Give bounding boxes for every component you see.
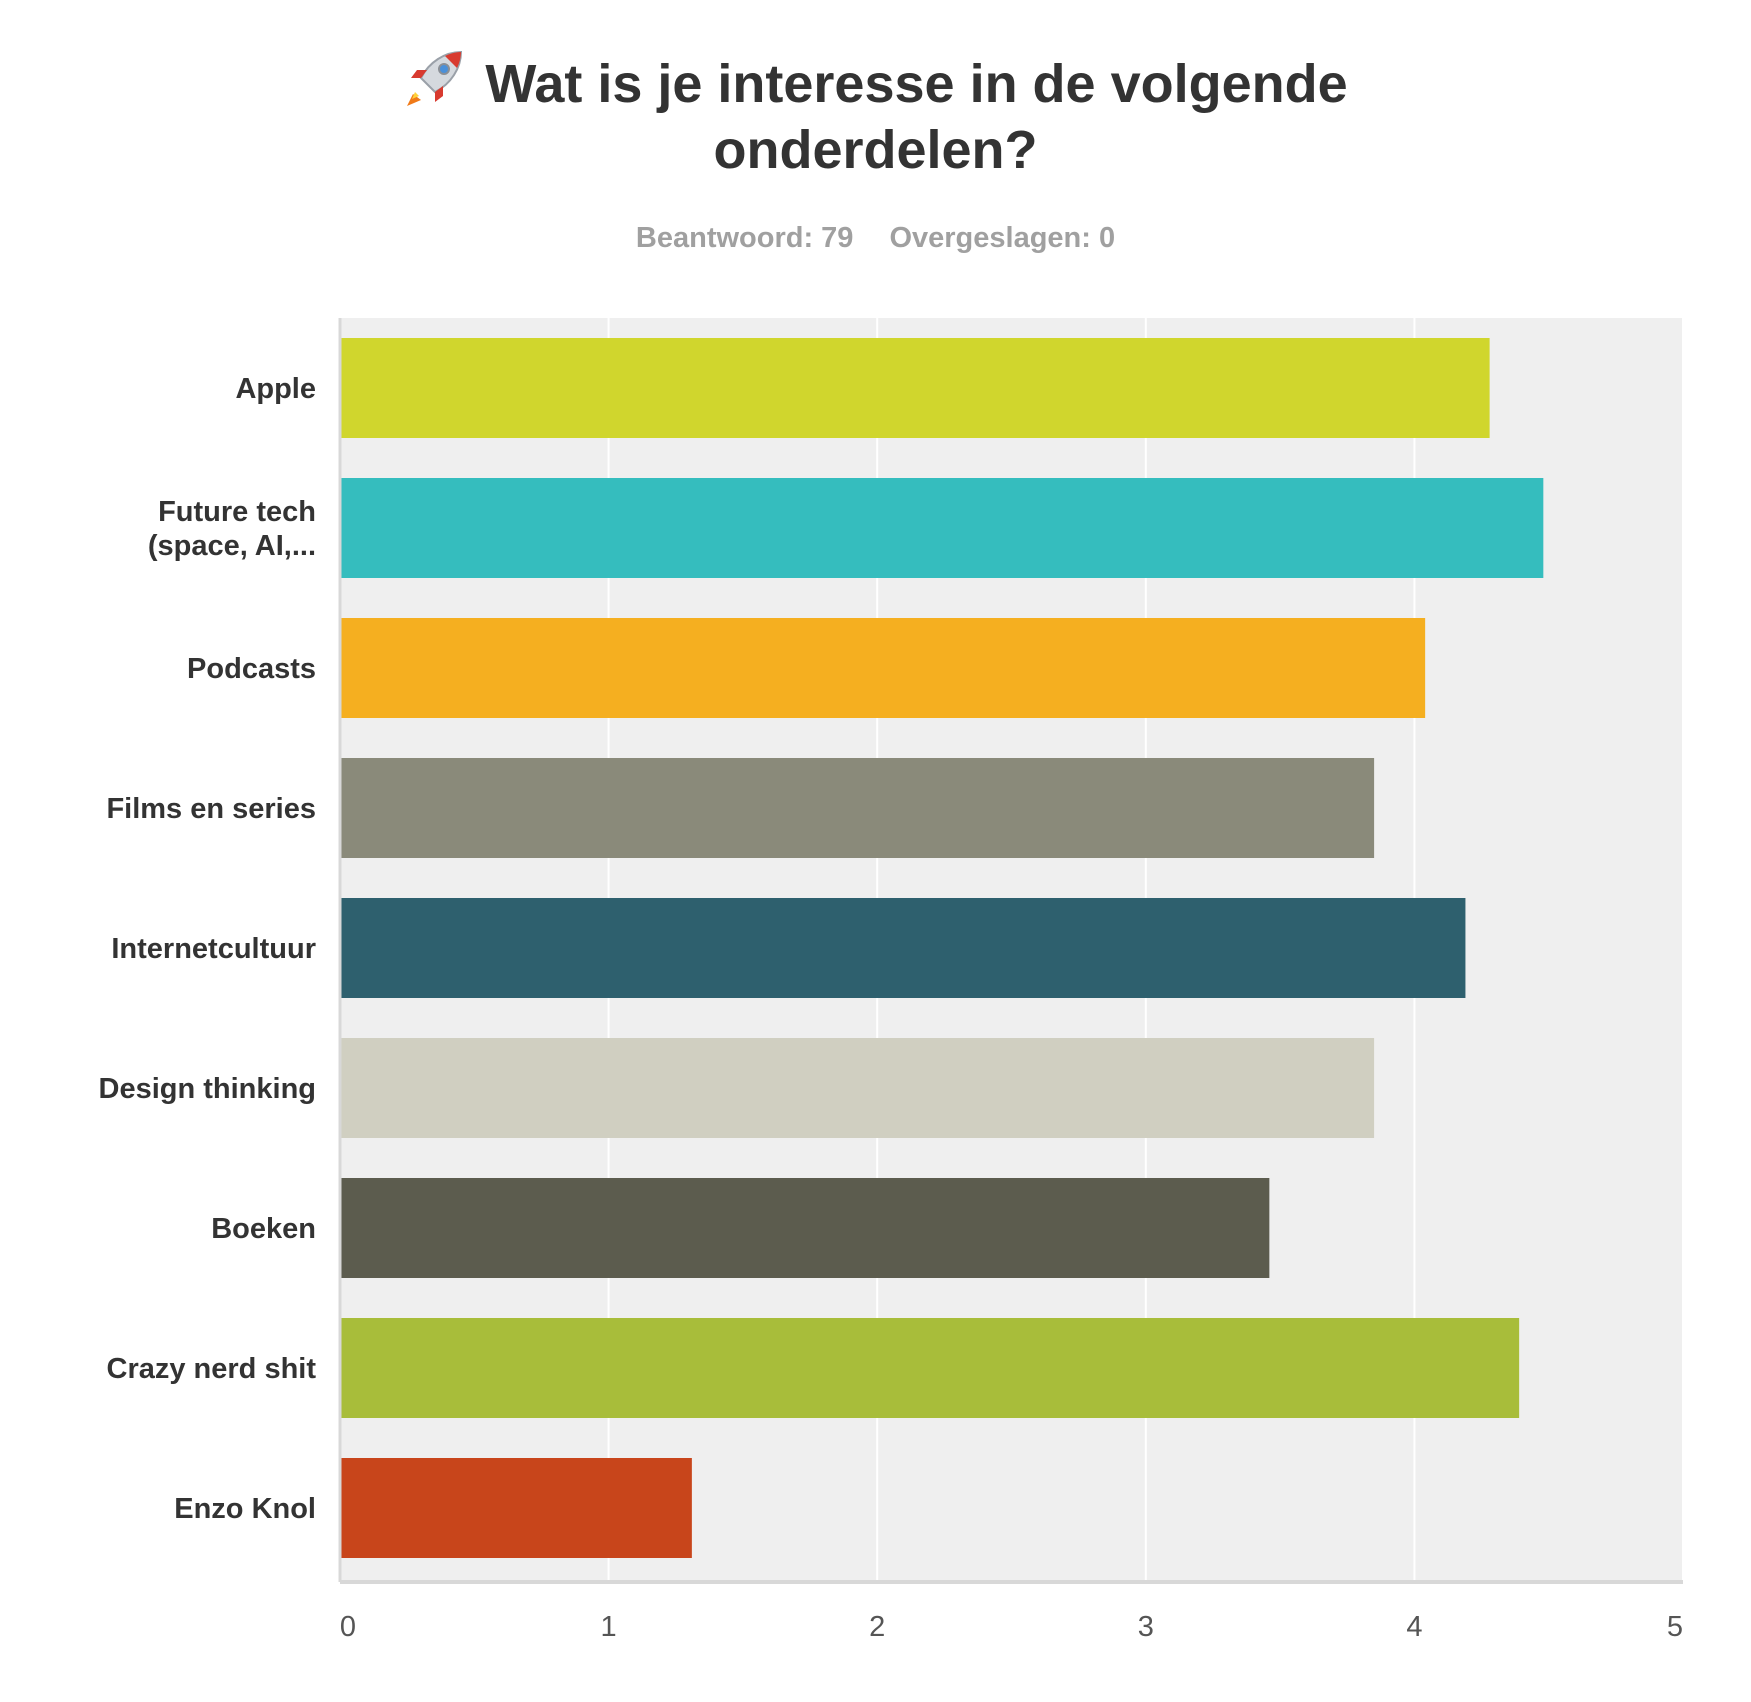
bar-4 [340, 898, 1466, 998]
x-tick-label: 2 [869, 1611, 885, 1643]
category-label: Boeken [211, 1213, 316, 1245]
category-label: Design thinking [99, 1073, 317, 1105]
answered-count: Beantwoord: 79 [635, 222, 854, 254]
x-tick-label: 4 [1406, 1611, 1422, 1643]
bar-7 [340, 1318, 1520, 1418]
response-summary: Beantwoord: 79 Overgeslagen: 0 [0, 222, 1751, 255]
bar-5 [340, 1038, 1375, 1138]
x-tick-label: 5 [1667, 1611, 1683, 1643]
bar-8 [340, 1458, 692, 1558]
category-label: Films en series [106, 793, 316, 825]
category-label: Apple [235, 373, 316, 405]
category-label: (space, AI,... [148, 530, 316, 562]
category-label: Internetcultuur [111, 933, 316, 965]
x-tick-label: 3 [1138, 1611, 1154, 1643]
category-label: Future tech [158, 496, 316, 528]
bar-0 [340, 338, 1490, 438]
chart-title: Wat is je interesse in de volgende onder… [0, 48, 1751, 183]
category-label: Podcasts [187, 653, 316, 685]
bar-6 [340, 1178, 1270, 1278]
category-label: Enzo Knol [174, 1493, 316, 1525]
chart-title-line-1: Wat is je interesse in de volgende [0, 48, 1751, 117]
rocket-icon [403, 48, 467, 108]
x-tick-label: 1 [601, 1611, 617, 1643]
bar-2 [340, 618, 1426, 718]
category-label: Crazy nerd shit [107, 1353, 317, 1385]
skipped-count: Overgeslagen: 0 [889, 222, 1116, 254]
chart-title-line-2: onderdelen? [713, 120, 1038, 180]
chart-title-text-1: Wat is je interesse in de volgende [485, 54, 1348, 114]
bar-1 [340, 478, 1544, 578]
bar-3 [340, 758, 1375, 858]
x-tick-label: 0 [340, 1611, 356, 1643]
